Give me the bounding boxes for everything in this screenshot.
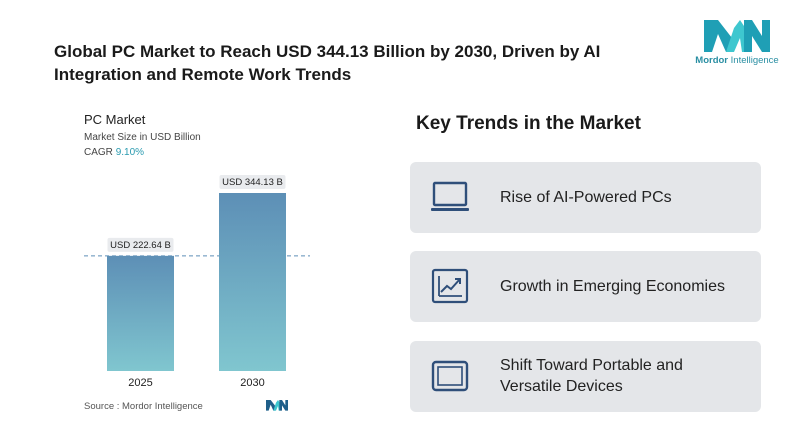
cagr-value: 9.10% — [115, 147, 145, 158]
trend-label-emerging-economies: Growth in Emerging Economies — [500, 278, 725, 295]
trend-card-emerging-economies: Growth in Emerging Economies — [410, 251, 761, 322]
trends-title: Key Trends in the Market — [416, 113, 641, 134]
trend-label-ai-pcs: Rise of AI-Powered PCs — [500, 189, 672, 206]
mini-logo-icon — [266, 400, 288, 411]
chart-cagr: CAGR 9.10% — [84, 147, 144, 158]
chart-subtitle: Market Size in USD Billion — [84, 132, 201, 143]
value-label-2030: USD 344.13 B — [222, 177, 283, 188]
headline-line-1: Global PC Market to Reach USD 344.13 Bil… — [54, 42, 601, 61]
laptop-icon — [431, 181, 469, 211]
cagr-label: CAGR — [84, 147, 113, 158]
value-label-bg-2025 — [107, 237, 174, 252]
category-label-2025: 2025 — [128, 377, 152, 389]
tablet-icon — [431, 360, 469, 392]
page-headline: Global PC Market to Reach USD 344.13 Bil… — [54, 40, 654, 86]
brand-logo: Mordor Intelligence — [694, 18, 780, 66]
mordor-logo-icon — [704, 20, 770, 52]
chart-source: Source : Mordor Intelligence — [84, 401, 203, 412]
bar-2025 — [107, 255, 174, 371]
value-label-2025: USD 222.64 B — [110, 240, 171, 251]
trend-card-portable-devices: Shift Toward Portable and Versatile Devi… — [410, 341, 761, 412]
category-label-2030: 2030 — [240, 377, 264, 389]
bar-2030 — [219, 193, 286, 371]
chart-title: PC Market — [84, 112, 146, 127]
trend-label-portable-devices: Shift Toward Portable and Versatile Devi… — [500, 357, 683, 395]
brand-name: Mordor Intelligence — [695, 55, 779, 66]
headline-line-2: Integration and Remote Work Trends — [54, 65, 352, 84]
growth-chart-icon — [431, 268, 469, 304]
trend-card-ai-pcs: Rise of AI-Powered PCs — [410, 162, 761, 233]
value-label-bg-2030 — [219, 175, 286, 189]
